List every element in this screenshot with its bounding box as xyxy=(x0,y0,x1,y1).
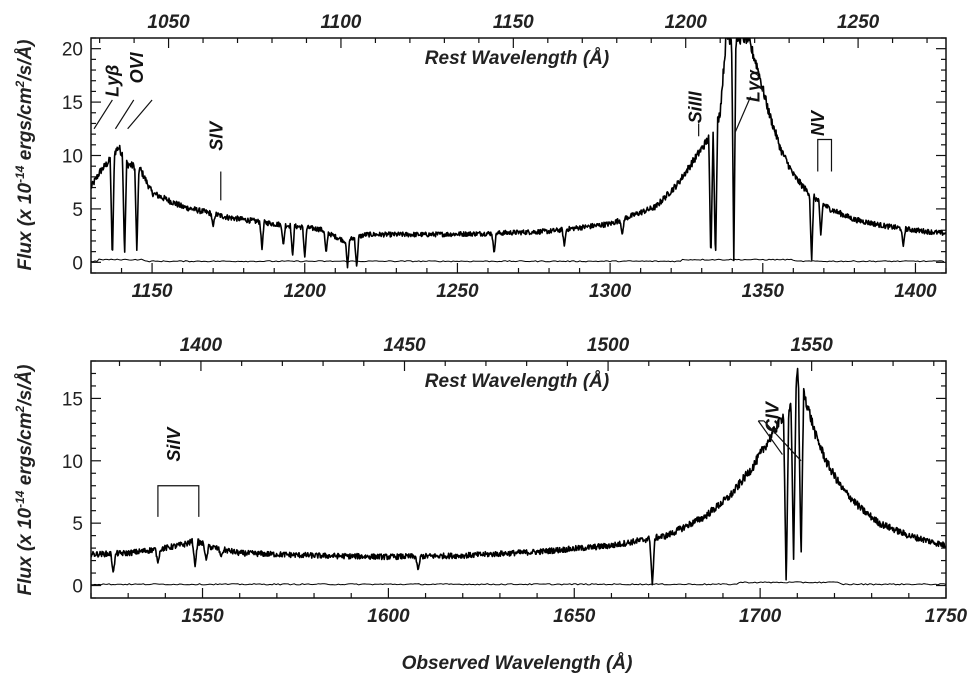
bottom-panel: 1550 1600 1650 1700 1750 1400 1450 1500 1550 0 5 10… xyxy=(13,335,968,674)
top-y-axis-title: Flux (x 10-14 ergs/cm2/s/Å) xyxy=(13,39,36,270)
rest-tick-label: 1200 xyxy=(665,12,708,33)
lyb-ovi-marker xyxy=(93,99,113,130)
line-id-label: SiIV xyxy=(164,426,184,462)
flux-spectrum-line xyxy=(91,38,946,269)
error-spectrum-line xyxy=(91,258,945,263)
x-tick-label: 1300 xyxy=(589,281,632,302)
line-id-label: SiIII xyxy=(686,90,706,123)
line-id-label: CIV xyxy=(763,400,783,432)
rest-tick-label: 1250 xyxy=(837,12,880,33)
x-tick-label: 1350 xyxy=(742,281,785,302)
siiv-bracket xyxy=(157,485,200,517)
line-id-label: NV xyxy=(808,109,828,136)
lyb-ovi-marker xyxy=(114,99,135,130)
line-id-label: SIV xyxy=(206,120,226,151)
error-spectrum-line xyxy=(91,581,946,586)
x-tick-label: 1400 xyxy=(894,281,937,302)
x-tick-label: 1150 xyxy=(132,281,173,302)
x-axis-title: Observed Wavelength (Å) xyxy=(402,653,633,674)
rest-tick-label: 1150 xyxy=(493,12,534,33)
y-tick-label: 0 xyxy=(72,253,83,274)
bottom-y-axis-title: Flux (x 10-14 ergs/cm2/s/Å) xyxy=(13,364,36,595)
lyb-ovi-marker xyxy=(127,99,153,130)
rest-tick-label: 1550 xyxy=(791,335,834,356)
top-spectrum-group xyxy=(91,38,946,269)
civ-marker-b xyxy=(763,420,802,462)
rest-tick-label: 1100 xyxy=(321,12,362,33)
y-tick-label: 15 xyxy=(62,93,83,114)
x-tick-label: 1750 xyxy=(925,606,968,627)
rest-tick-label: 1400 xyxy=(180,335,223,356)
x-tick-label: 1700 xyxy=(739,606,782,627)
x-tick-label: 1200 xyxy=(284,281,327,302)
y-tick-label: 10 xyxy=(62,147,83,168)
bottom-spectrum-group xyxy=(91,367,946,586)
y-tick-label: 15 xyxy=(62,389,83,410)
top-rest-axis-title: Rest Wavelength (Å) xyxy=(425,48,609,69)
bottom-rest-axis-title: Rest Wavelength (Å) xyxy=(425,371,609,392)
x-tick-label: 1650 xyxy=(553,606,596,627)
y-tick-label: 5 xyxy=(72,514,83,535)
bottom-axis-ticks: 1550 1600 1650 1700 1750 1400 1450 1500 1550 0 5 10… xyxy=(62,335,968,627)
x-tick-label: 1600 xyxy=(367,606,410,627)
flux-spectrum-line xyxy=(91,367,946,586)
y-tick-label: 10 xyxy=(62,452,83,473)
bottom-plot-frame xyxy=(90,360,947,599)
y-tick-label: 20 xyxy=(62,40,83,61)
line-id-label: OVI xyxy=(127,51,147,83)
nv-bracket xyxy=(817,138,833,172)
y-tick-label: 0 xyxy=(72,577,83,598)
y-tick-label: 5 xyxy=(72,200,83,221)
line-id-label: Lyα xyxy=(744,69,764,102)
x-tick-label: 1250 xyxy=(436,281,479,302)
rest-tick-label: 1050 xyxy=(147,12,190,33)
lya-marker xyxy=(734,96,752,133)
bottom-line-labels: SiIV CIV xyxy=(157,400,802,517)
line-id-label: Lyβ xyxy=(102,65,122,97)
rest-tick-label: 1500 xyxy=(587,335,630,356)
x-tick-label: 1550 xyxy=(181,606,224,627)
civ-marker-a xyxy=(757,420,783,455)
top-line-labels: Lyβ OVI SIV SiIII Lyα NV xyxy=(93,51,833,201)
rest-tick-label: 1450 xyxy=(383,335,426,356)
